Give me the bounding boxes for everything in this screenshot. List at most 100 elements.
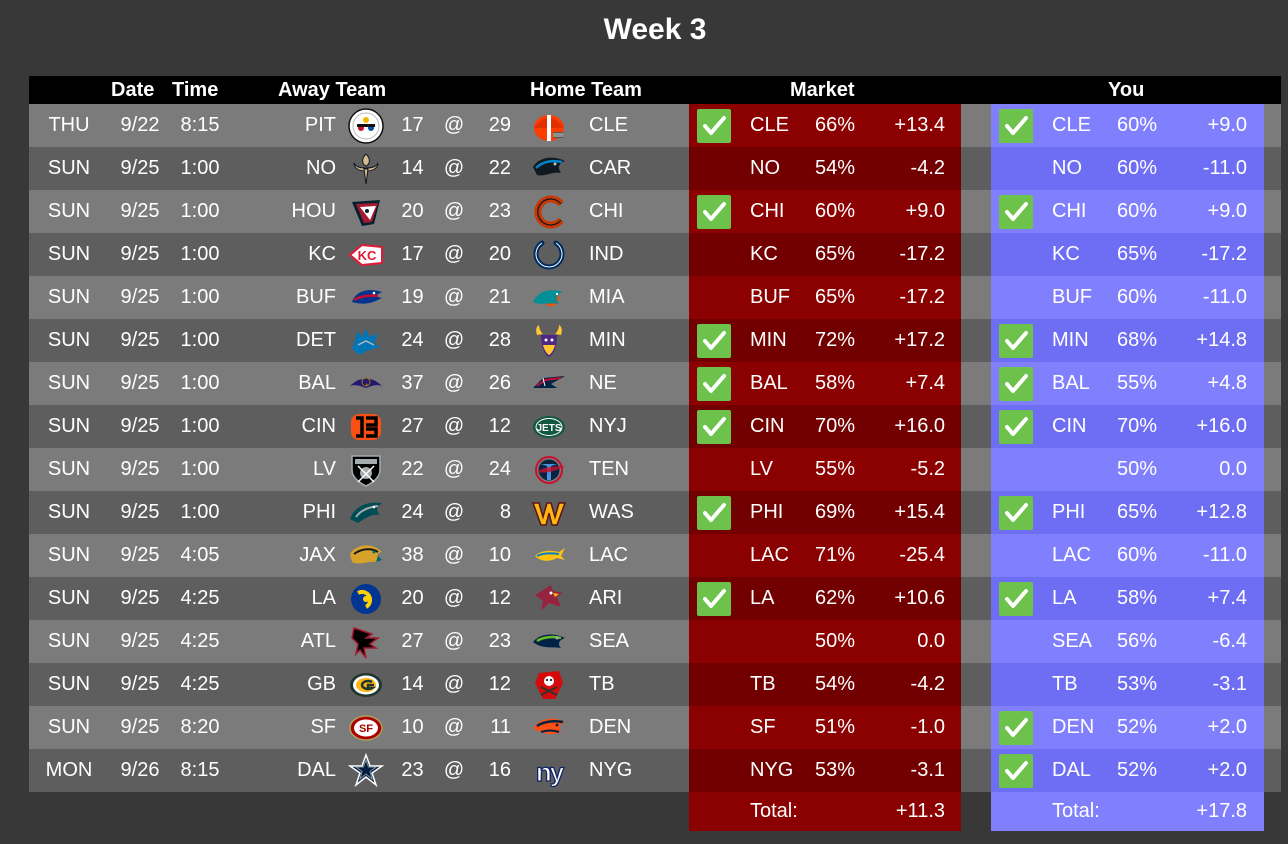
away-score-cell: 17 [401,114,424,136]
time-cell: 4:25 [180,587,220,609]
raiders-logo-icon [348,452,384,488]
time-cell: 1:00 [180,243,220,265]
svg-text:JETS: JETS [536,423,561,434]
day-cell: SUN [47,716,91,738]
header-you: You [1108,79,1145,101]
time-cell: 4:05 [180,544,220,566]
home-score-cell: 12 [488,673,511,695]
you-checkmark-icon [999,711,1033,745]
you-pct-cell: 60% [1116,544,1158,566]
table-row: SUN 9/25 1:00 NO 14 @22 CAR NO 54% -4.2 NO 60% -11.0 [29,147,1281,190]
home-team-cell: CHI [589,200,624,222]
you-cell-bg [991,577,1264,620]
svg-text:KC: KC [358,248,377,263]
you-checkmark-icon [999,496,1033,530]
page-title: Week 3 [603,13,707,46]
at-symbol: @ [443,587,465,609]
you-cell-bg [991,405,1264,448]
you-pick-cell: DAL [1052,759,1091,781]
date-cell: 9/25 [120,673,160,695]
home-score-cell: 12 [488,415,511,437]
picks-table: Date Time Away Team Home Team Market You… [29,76,1281,831]
you-pick-cell: CHI [1052,200,1087,222]
market-points-cell: -5.2 [910,458,945,480]
you-pct-cell: 60% [1116,114,1158,136]
market-pct-cell: 50% [814,630,856,652]
market-points-cell: +13.4 [894,114,945,136]
market-cell-bg [689,190,961,233]
market-pct-cell: 70% [814,415,856,437]
table-row: SUN 9/25 4:25 LA 20 @12 ARI LA 62% +10.6 LA 58% +7.4 [29,577,1281,620]
at-symbol: @ [443,630,465,652]
you-pick-cell: LA [1052,587,1077,609]
home-score-cell: 29 [488,114,511,136]
market-points-cell: +10.6 [894,587,945,609]
you-cell-bg [991,749,1264,792]
bears-logo-icon [531,194,567,230]
home-score-cell: 23 [488,200,511,222]
home-team-cell: LAC [589,544,628,566]
time-cell: 1:00 [180,329,220,351]
you-pick-cell: BUF [1052,286,1092,308]
you-cell-bg [991,706,1264,749]
market-cell-bg [689,147,961,190]
you-points-cell: -6.4 [1212,630,1247,652]
market-pct-cell: 69% [814,501,856,523]
you-points-cell: +2.0 [1207,716,1247,738]
you-pick-cell: DEN [1052,716,1095,738]
at-symbol: @ [443,673,465,695]
you-cell-bg [991,147,1264,190]
you-cell-bg [991,319,1264,362]
table-row: SUN 9/25 1:00 KC KC 17 @20 IND KC 65% -17.2 KC 65% -1… [29,233,1281,276]
home-score-cell: 20 [488,243,511,265]
you-cell-bg [991,491,1264,534]
market-pct-cell: 53% [814,759,856,781]
chiefs-logo-icon: KC [348,237,384,273]
away-score-cell: 20 [401,200,424,222]
away-score-cell: 38 [401,544,424,566]
you-points-cell: -3.1 [1212,673,1247,695]
you-pick-cell: TB [1052,673,1078,695]
buccaneers-logo-icon [531,667,567,703]
market-points-cell: -17.2 [899,286,945,308]
market-checkmark-icon [697,324,731,358]
eagles-logo-icon [348,495,384,531]
date-cell: 9/25 [120,286,160,308]
at-symbol: @ [443,415,465,437]
you-checkmark-icon [999,109,1033,143]
you-pick-cell: NO [1052,157,1082,179]
jets-logo-icon: JETS [531,409,567,445]
time-cell: 1:00 [180,286,220,308]
market-pick-cell: CHI [750,200,785,222]
market-cell-bg [689,663,961,706]
home-team-cell: TB [589,673,615,695]
away-score-cell: 24 [401,501,424,523]
totals-row: Total: +11.3 Total: +17.8 [29,792,1281,831]
market-pick-cell: LA [750,587,775,609]
home-team-cell: TEN [589,458,629,480]
away-score-cell: 22 [401,458,424,480]
you-cell-bg [991,448,1264,491]
you-points-cell: +9.0 [1207,200,1247,222]
you-pct-cell: 65% [1116,501,1158,523]
date-cell: 9/25 [120,243,160,265]
market-cell-bg [689,749,961,792]
away-score-cell: 19 [401,286,424,308]
you-cell-bg [991,620,1264,663]
away-team-cell: SF [310,716,336,738]
you-pct-cell: 50% [1116,458,1158,480]
market-cell-bg [689,620,961,663]
market-pick-cell: MIN [750,329,787,351]
you-pct-cell: 52% [1116,716,1158,738]
you-pct-cell: 68% [1116,329,1158,351]
market-points-cell: +16.0 [894,415,945,437]
you-pick-cell: LAC [1052,544,1091,566]
market-total-value: +11.3 [895,800,945,822]
market-cell-bg [689,491,961,534]
table-row: SUN 9/25 1:00 DET 24 @28 MIN MIN 72% +17.2 MIN 68% +… [29,319,1281,362]
you-checkmark-icon [999,410,1033,444]
you-checkmark-icon [999,324,1033,358]
market-pick-cell: TB [750,673,776,695]
away-team-cell: JAX [299,544,336,566]
at-symbol: @ [443,243,465,265]
